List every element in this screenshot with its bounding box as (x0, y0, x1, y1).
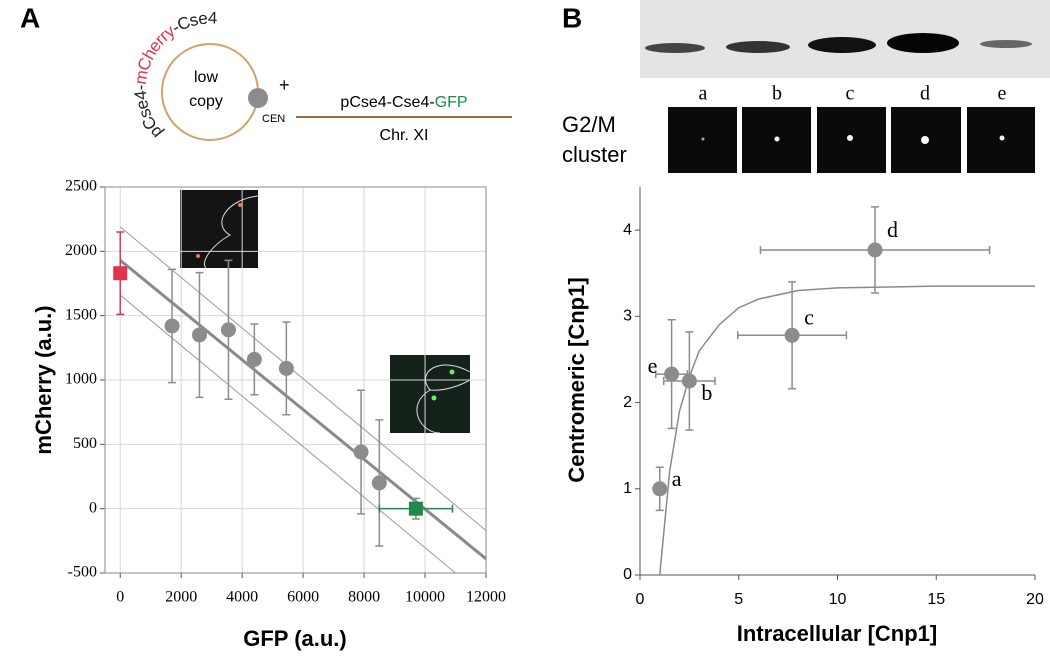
y-tick-label: 1500 (65, 306, 97, 323)
x-tick-label: 10000 (405, 589, 445, 606)
construct-label: pCse4-Cse4-GFP (340, 94, 467, 111)
y-tick-label: 0 (623, 566, 632, 583)
point (164, 318, 180, 334)
x-tick-label: 20 (1026, 591, 1044, 608)
plot-frame (104, 186, 487, 574)
construct-part: GFP (435, 94, 468, 111)
point (278, 360, 294, 376)
plasmid-text: copy (189, 93, 223, 110)
point-label: d (887, 217, 898, 242)
y-tick-label: 3 (623, 308, 632, 325)
spot (847, 135, 853, 141)
y-tick-label: 2 (623, 394, 632, 411)
point (246, 351, 262, 367)
image-label: b (772, 83, 782, 105)
x-tick-label: 5 (734, 591, 743, 608)
blot-band (808, 37, 876, 53)
spot (238, 203, 242, 207)
inset-image (390, 355, 470, 433)
image-label: e (998, 83, 1007, 105)
x-tick-label: 6000 (287, 589, 319, 606)
chromosome-label: Chr. XI (380, 127, 429, 144)
fit-line (119, 226, 487, 531)
point (681, 373, 697, 389)
point (220, 322, 236, 338)
y-tick-label: 1000 (65, 371, 97, 388)
inset-image (180, 190, 258, 268)
blot-band (645, 43, 705, 53)
fit-line (659, 285, 1035, 576)
x-tick-label: 15 (927, 591, 945, 608)
y-axis-title: mCherry (a.u.) (31, 305, 56, 454)
image-label: d (920, 83, 930, 105)
row-label: cluster (562, 142, 627, 167)
y-tick-label: 500 (73, 435, 97, 452)
blot-band (726, 41, 790, 53)
fit-line (119, 294, 456, 574)
y-axis-title: Centromeric [Cnp1] (564, 277, 589, 482)
point (784, 327, 800, 343)
x-axis-title: Intracellular [Cnp1] (737, 621, 937, 646)
spot (774, 136, 780, 142)
plasmid-label-part: -Cse4 (169, 9, 218, 38)
y-tick-label: 1 (623, 480, 632, 497)
x-tick-label: 0 (636, 591, 645, 608)
point (867, 242, 883, 258)
point-label: b (701, 380, 712, 405)
x-tick-label: 0 (116, 589, 124, 606)
image-row (668, 107, 1035, 173)
cell-outline (204, 195, 259, 269)
image-label: c (846, 83, 855, 105)
panel-letter: B (562, 2, 582, 33)
inset (180, 190, 259, 269)
x-axis-title: GFP (a.u.) (243, 626, 347, 651)
plasmid-text: low (194, 69, 218, 86)
point-label: c (804, 304, 814, 329)
spot (449, 369, 455, 375)
point (408, 501, 423, 516)
centromere (248, 88, 268, 108)
row-label: G2/M (562, 112, 616, 137)
x-tick-label: 2000 (165, 589, 197, 606)
x-tick-label: 4000 (226, 589, 258, 606)
construct-part: pCse4-Cse4- (340, 94, 434, 111)
cen-label: CEN (262, 113, 285, 125)
x-tick-label: 10 (829, 591, 847, 608)
y-tick-label: 2000 (65, 242, 97, 259)
plasmid-label-part: mCherry (131, 21, 179, 85)
y-tick-label: 2500 (65, 178, 97, 195)
blot-band (887, 33, 959, 53)
y-tick-label: -500 (68, 564, 97, 581)
x-tick-label: 12000 (466, 589, 506, 606)
point (652, 481, 668, 497)
x-tick-label: 8000 (348, 589, 380, 606)
point (664, 366, 680, 382)
panel-letter: A (20, 2, 40, 33)
y-tick-label: 0 (89, 499, 97, 516)
point-label: a (672, 466, 682, 491)
blot-band (980, 40, 1032, 48)
spot (196, 254, 200, 258)
y-tick-label: 4 (623, 221, 632, 238)
spot (921, 136, 929, 144)
point-label: e (648, 353, 658, 378)
point (353, 444, 369, 460)
point (191, 327, 207, 343)
point (113, 266, 128, 281)
spot (431, 395, 437, 401)
spot (999, 135, 1005, 141)
plus: + (279, 75, 290, 95)
image-label: a (699, 83, 708, 105)
plasmid (161, 43, 259, 141)
inset (390, 355, 471, 434)
spot (701, 137, 705, 141)
point (371, 475, 387, 491)
